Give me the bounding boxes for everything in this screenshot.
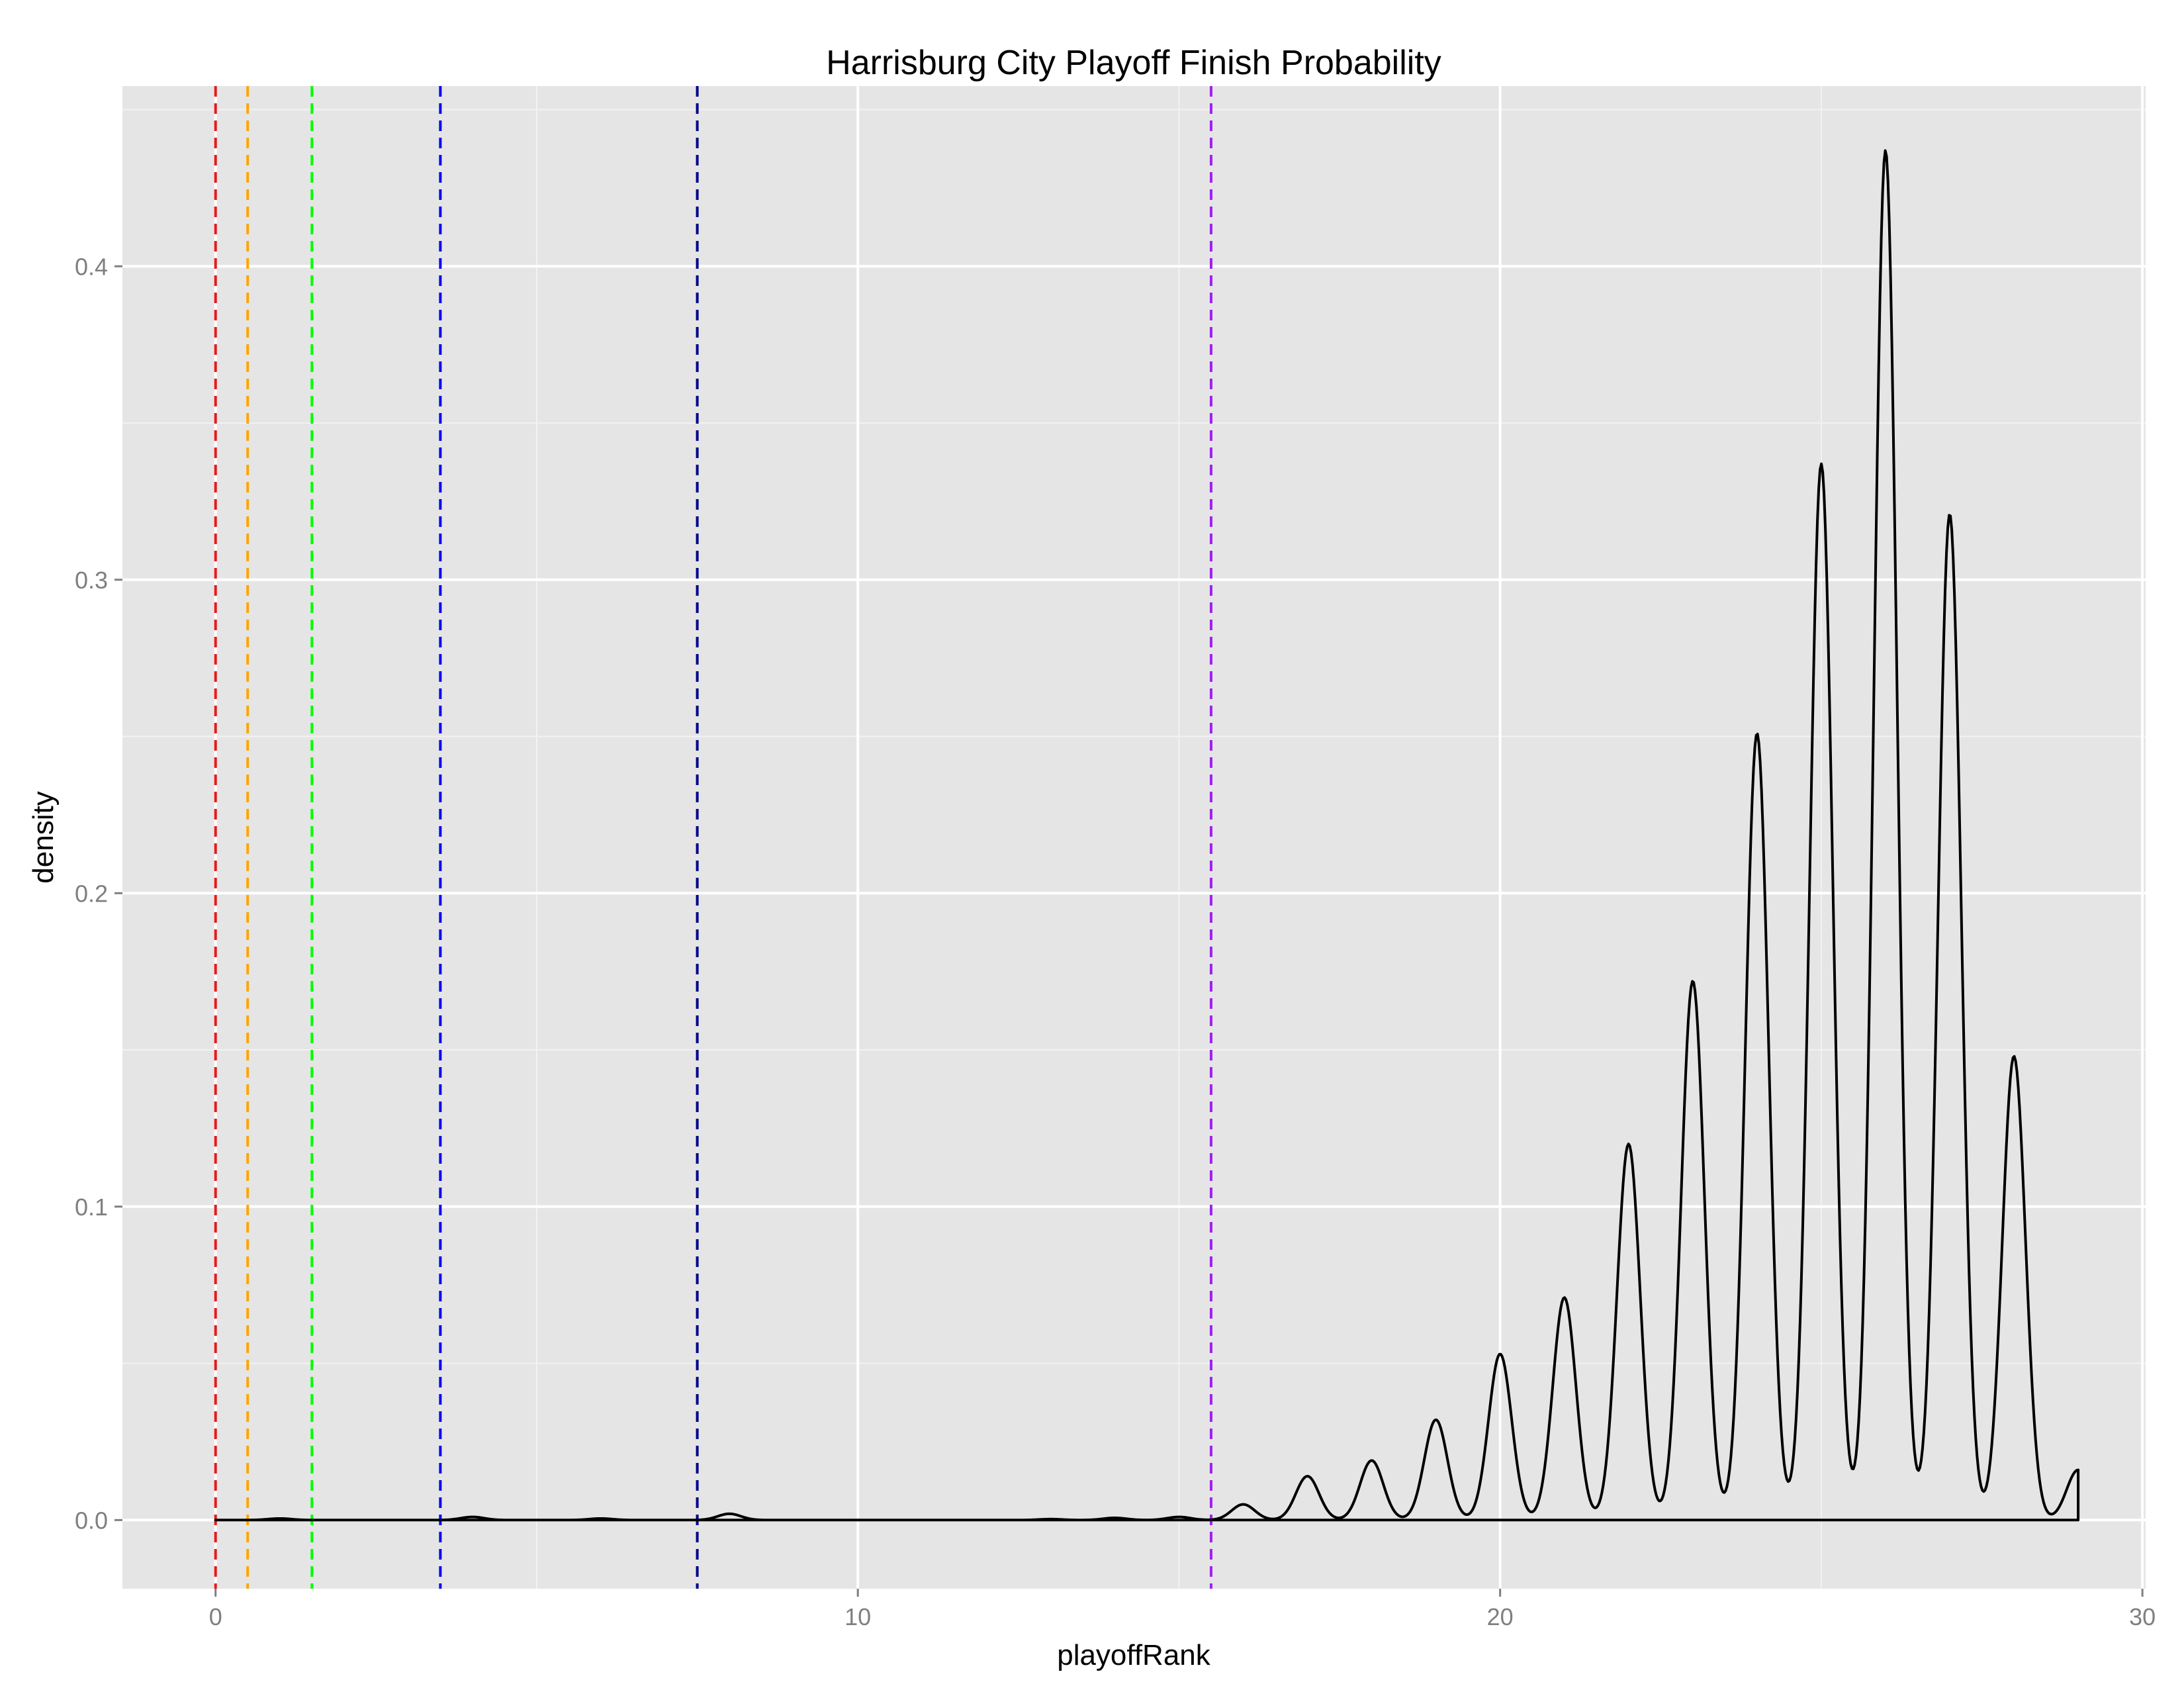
y-axis-label: density: [27, 791, 60, 883]
y-axis: 0.0 0.1 0.2 0.3 0.4: [75, 253, 122, 1534]
y-tick-label: 0.0: [75, 1507, 108, 1534]
y-tick-label: 0.3: [75, 567, 108, 594]
x-tick-label: 10: [844, 1603, 871, 1630]
x-tick-label: 0: [209, 1603, 222, 1630]
x-tick-label: 30: [2129, 1603, 2156, 1630]
density-curve: [214, 149, 2080, 1522]
chart-title: Harrisburg City Playoff Finish Probabili…: [826, 44, 1441, 82]
x-axis-label: playoffRank: [1057, 1639, 1211, 1671]
y-tick-label: 0.4: [75, 253, 108, 280]
y-tick-label: 0.2: [75, 880, 108, 907]
y-tick-label: 0.1: [75, 1194, 108, 1221]
reference-lines: [214, 86, 1212, 1589]
minor-gridlines: [122, 86, 2146, 1589]
x-tick-label: 20: [1487, 1603, 1514, 1630]
x-axis: 0 10 20 30: [209, 1589, 2156, 1630]
plot-panel: [122, 86, 2146, 1589]
density-layer: [214, 149, 2080, 1522]
